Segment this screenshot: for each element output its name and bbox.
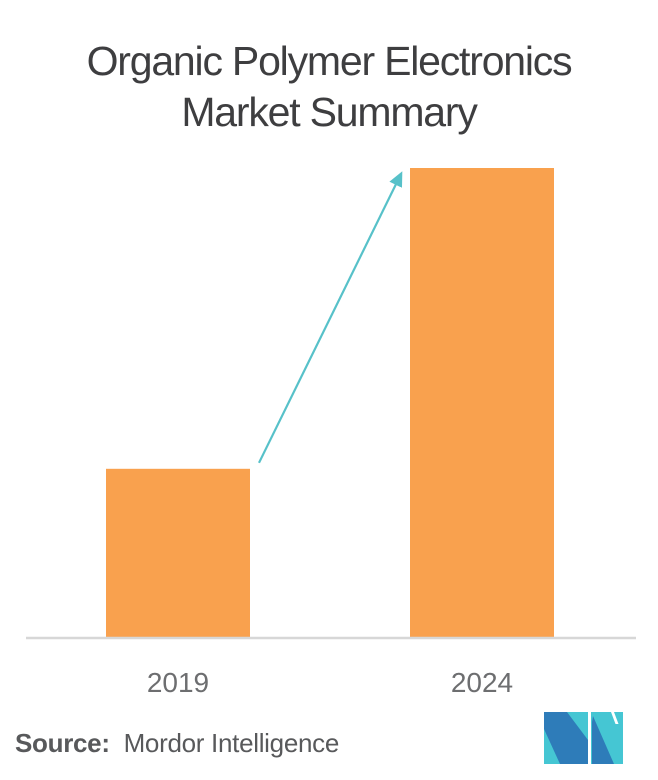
logo-right-notch [611, 712, 619, 724]
bar-2019 [106, 468, 250, 637]
source-text [117, 728, 124, 758]
chart-title-line2: Market Summary [181, 89, 478, 135]
bar-2024 [410, 168, 554, 637]
chart-title: Organic Polymer Electronics Market Summar… [0, 36, 658, 138]
growth-arrow [258, 171, 403, 464]
x-tick-label-2024: 2024 [451, 667, 513, 698]
x-tick-label-2019: 2019 [147, 667, 209, 698]
mordor-intelligence-logo [544, 712, 623, 764]
logo-left-blue-diagonal [544, 712, 588, 764]
bar-chart-canvas: 2019 2024 [26, 168, 636, 698]
source-value: Mordor Intelligence [123, 728, 340, 758]
source-label: Source: [15, 728, 110, 758]
chart-title-line1: Organic Polymer Electronics [86, 38, 573, 84]
source-note: Source: Mordor Intelligence [15, 728, 339, 759]
logo-right-blue-diagonal [592, 716, 614, 764]
